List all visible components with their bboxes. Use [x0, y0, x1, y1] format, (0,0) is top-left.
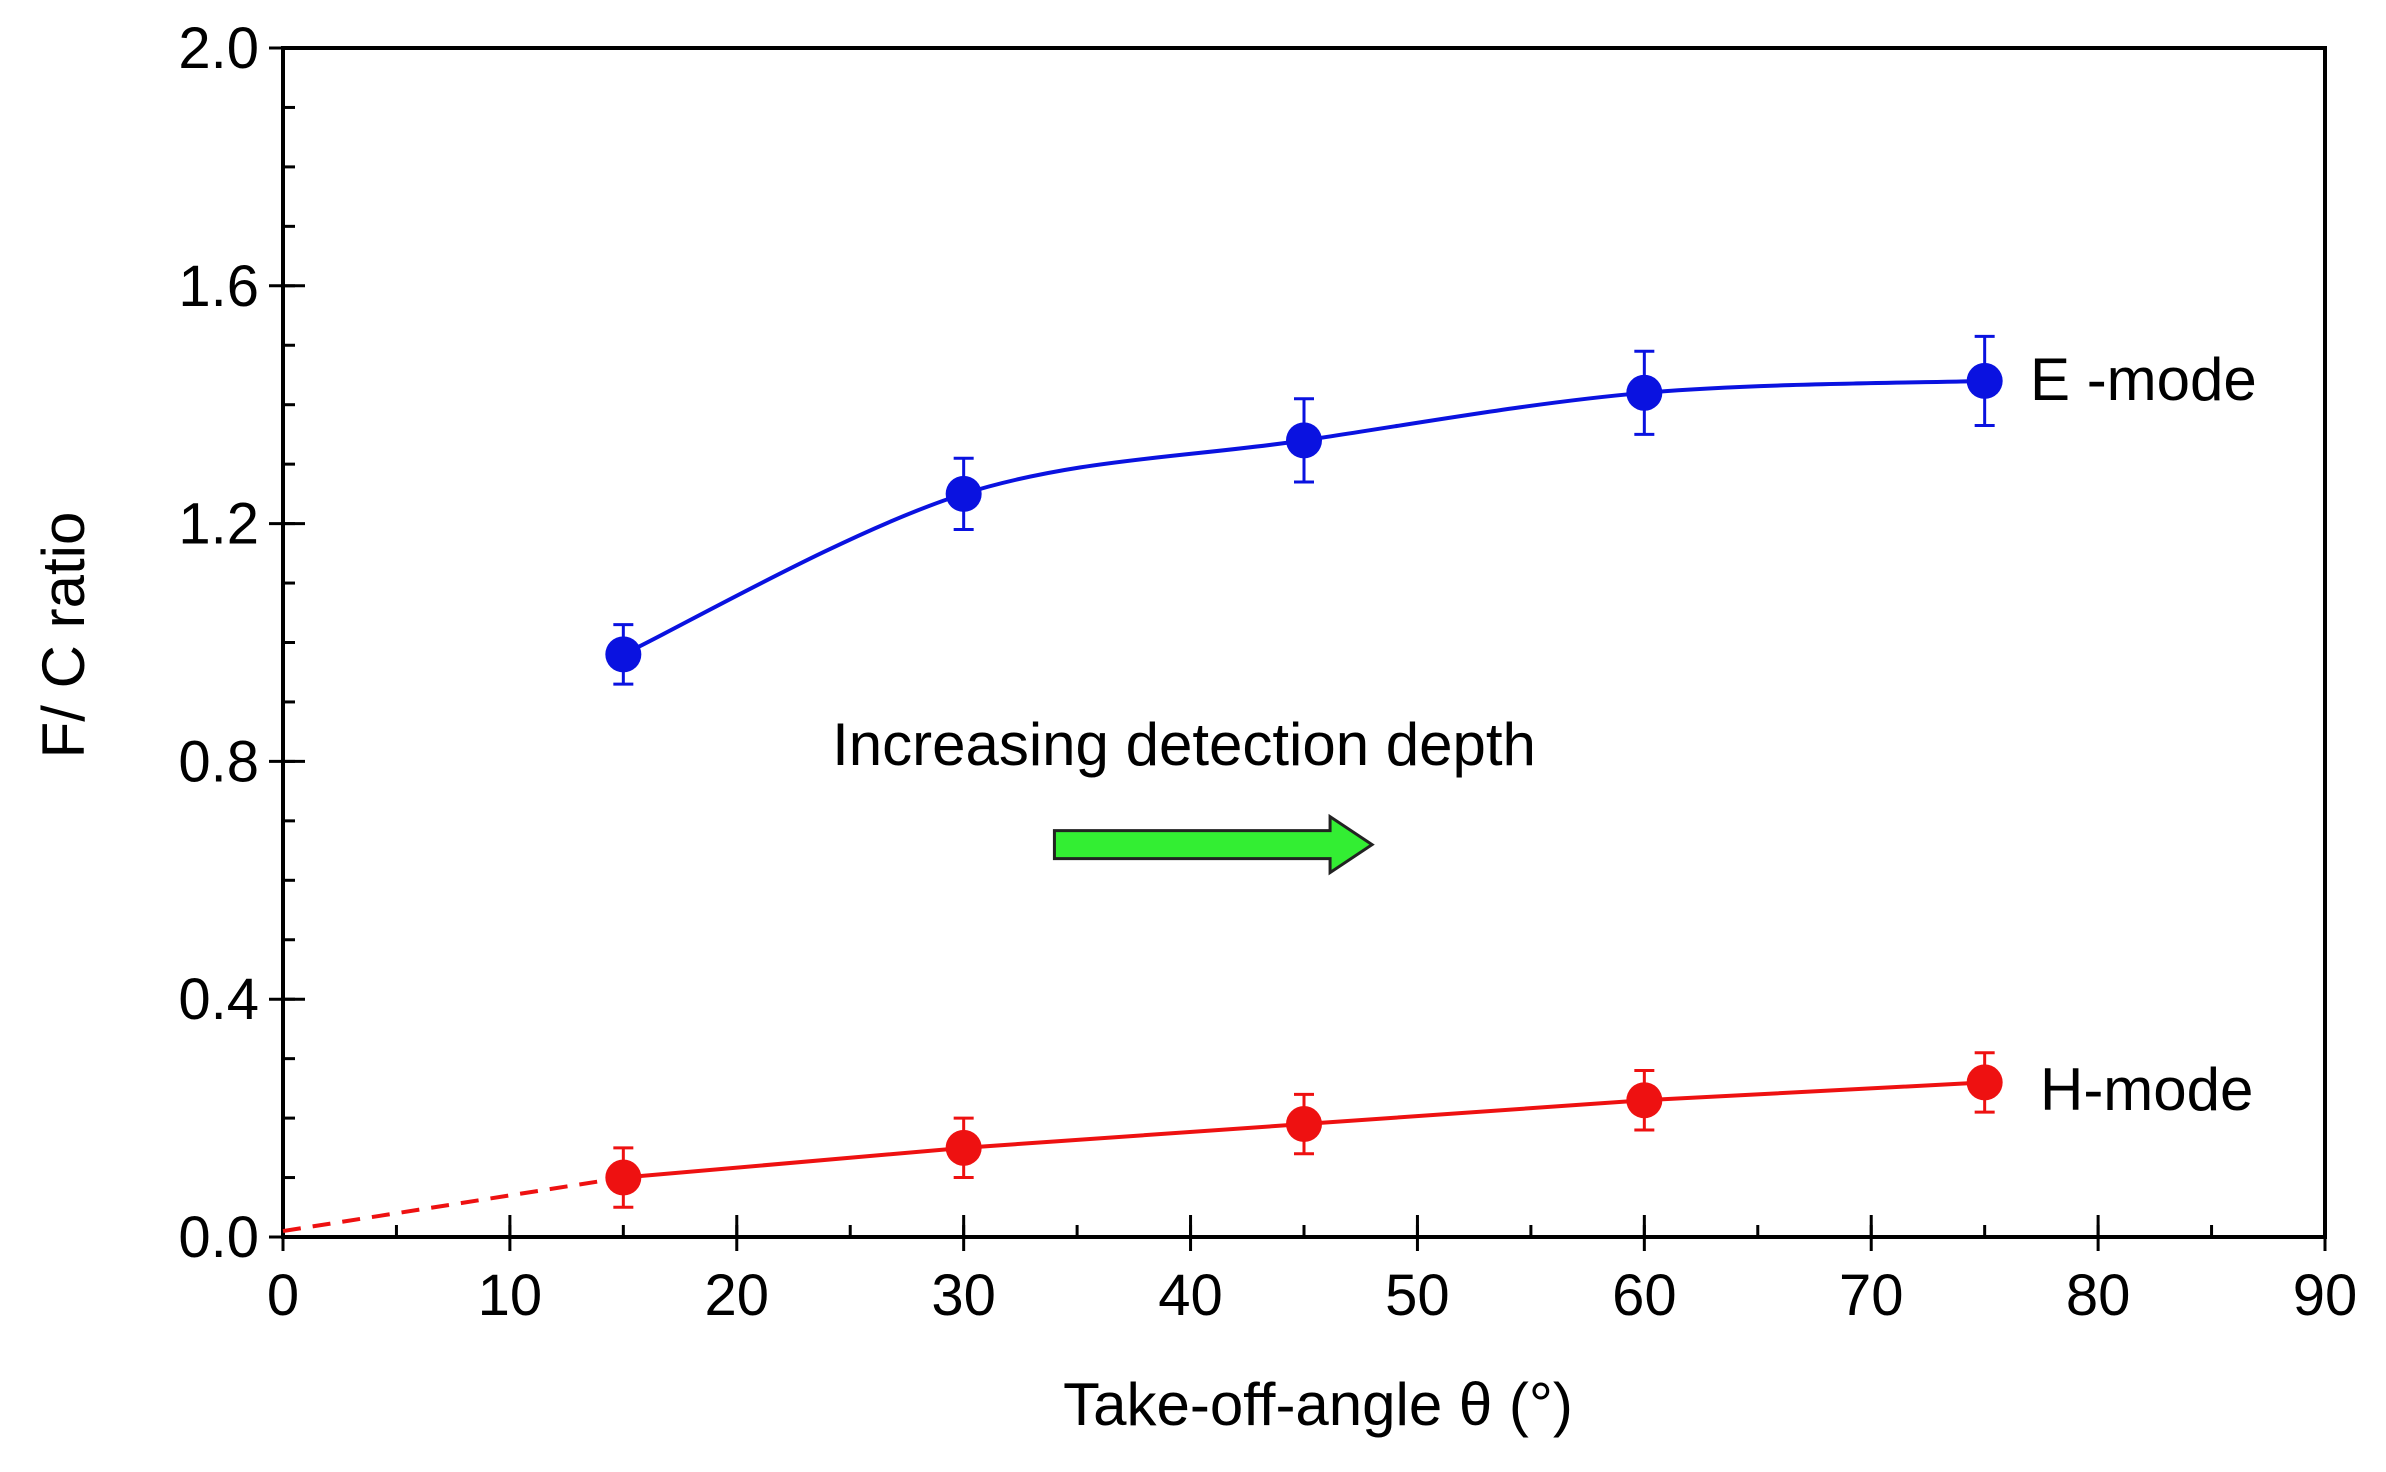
y-tick-label: 0.4 [178, 967, 259, 1032]
annotation-layer: Increasing detection depth [832, 711, 1536, 876]
x-tick-label: 80 [2066, 1263, 2131, 1328]
series-e-mode [605, 334, 2003, 686]
y-tick-label: 0.8 [178, 729, 259, 794]
data-point [1286, 422, 1322, 459]
axes: 0.0 0.4 0.8 1.2 1.6 2.0 0 10 20 30 40 50 60 70 80 90 [178, 16, 2357, 1328]
data-point [605, 636, 642, 673]
x-axis-title: Take-off-angle θ (°) [1063, 1371, 1573, 1438]
data-point [605, 1159, 642, 1196]
x-tick-label: 60 [1612, 1263, 1677, 1328]
series-layer [282, 334, 2003, 1234]
y-tick-label: 2.0 [178, 16, 259, 81]
data-point [1626, 374, 1663, 411]
data-point [1626, 1082, 1663, 1119]
y-tick-label: 0.0 [178, 1205, 259, 1270]
y-tick-label: 1.2 [178, 492, 259, 557]
data-point [945, 475, 982, 512]
y-axis-title: F/ C ratio [30, 512, 97, 759]
annotation-text: Increasing detection depth [832, 711, 1536, 778]
series-h-mode [282, 1051, 2003, 1234]
y-tick-label: 1.6 [178, 254, 259, 319]
series-label-h-mode: H-mode [2040, 1056, 2253, 1123]
data-point [1966, 362, 2003, 399]
extrapolation-line [282, 1175, 624, 1234]
data-point [945, 1129, 982, 1166]
x-tick-label: 20 [705, 1263, 770, 1328]
depth-arrow-icon [1052, 813, 1375, 876]
x-tick-label: 40 [1158, 1263, 1223, 1328]
x-tick-label: 0 [267, 1263, 299, 1328]
x-tick-label: 30 [931, 1263, 996, 1328]
series-label-e-mode: E -mode [2030, 346, 2257, 413]
x-tick-label: 50 [1385, 1263, 1450, 1328]
data-point [1966, 1064, 2003, 1101]
x-tick-label: 70 [1839, 1263, 1904, 1328]
plot-frame [281, 46, 2327, 1239]
data-point [1286, 1106, 1322, 1143]
x-tick-label: 90 [2293, 1263, 2358, 1328]
x-tick-label: 10 [478, 1263, 543, 1328]
